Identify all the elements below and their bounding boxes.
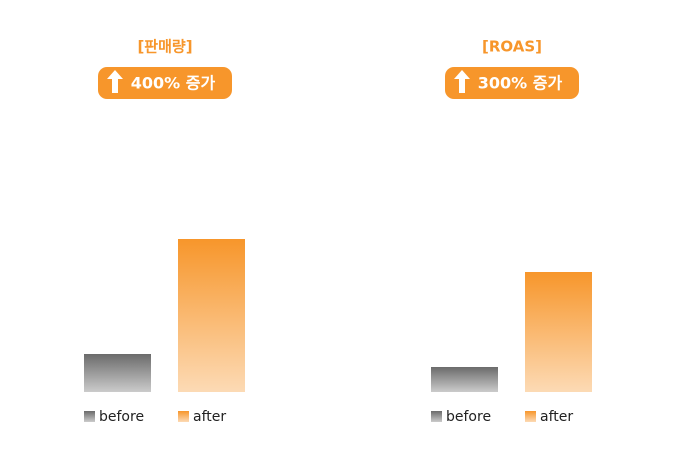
legend-label: after (193, 409, 226, 425)
arrow-icon (454, 70, 470, 93)
legend-label: before (446, 409, 491, 425)
legend-label: after (540, 409, 573, 425)
badge (445, 67, 579, 99)
chart-title: [ROAS] (482, 38, 542, 56)
legend-swatch (84, 411, 95, 422)
chart-title: [판매량] (137, 38, 192, 56)
bar (431, 367, 498, 392)
legend-swatch (178, 411, 189, 422)
badge-text: 400% 증가 (131, 74, 216, 93)
badge-text: 300% 증가 (478, 74, 563, 93)
bar (525, 272, 592, 392)
legend-label: before (99, 409, 144, 425)
legend-swatch (525, 411, 536, 422)
arrow-icon (107, 70, 123, 93)
bar (178, 239, 245, 392)
legend-swatch (431, 411, 442, 422)
bar (84, 354, 151, 392)
badge (98, 67, 232, 99)
